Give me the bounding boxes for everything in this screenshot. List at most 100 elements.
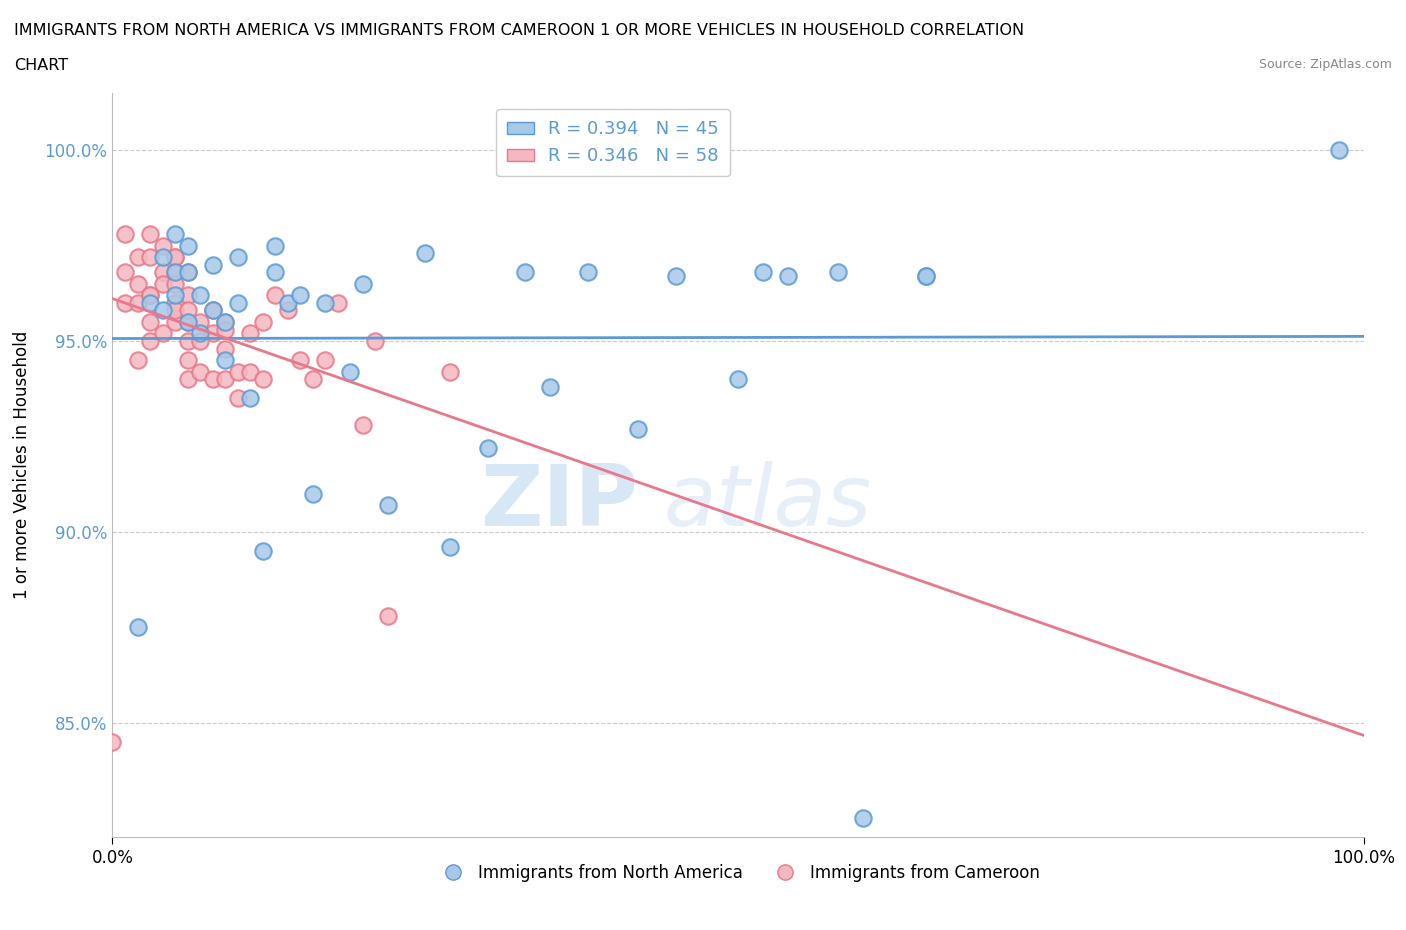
- Point: [139, 227, 162, 242]
- Point: [377, 608, 399, 623]
- Point: [139, 249, 162, 264]
- Point: [176, 287, 198, 302]
- Point: [152, 238, 174, 253]
- Point: [214, 341, 236, 356]
- Point: [163, 249, 186, 264]
- Point: [139, 334, 162, 349]
- Point: [152, 326, 174, 340]
- Text: ZIP: ZIP: [481, 460, 638, 544]
- Point: [214, 322, 236, 337]
- Point: [214, 314, 236, 329]
- Point: [176, 334, 198, 349]
- Point: [439, 539, 461, 554]
- Point: [201, 326, 224, 340]
- Point: [314, 352, 336, 367]
- Point: [163, 314, 186, 329]
- Point: [627, 421, 650, 436]
- Point: [752, 265, 775, 280]
- Point: [827, 265, 849, 280]
- Point: [176, 265, 198, 280]
- Point: [163, 287, 186, 302]
- Point: [727, 372, 749, 387]
- Point: [915, 269, 938, 284]
- Point: [201, 303, 224, 318]
- Point: [239, 326, 262, 340]
- Point: [339, 364, 361, 379]
- Point: [127, 296, 149, 311]
- Point: [176, 314, 198, 329]
- Point: [163, 249, 186, 264]
- Point: [664, 269, 686, 284]
- Point: [252, 314, 274, 329]
- Point: [226, 391, 249, 405]
- Point: [163, 276, 186, 291]
- Point: [139, 296, 162, 311]
- Point: [239, 364, 262, 379]
- Point: [101, 734, 124, 749]
- Point: [176, 303, 198, 318]
- Point: [477, 441, 499, 456]
- Point: [852, 810, 875, 825]
- Point: [915, 269, 938, 284]
- Point: [188, 314, 211, 329]
- Point: [439, 364, 461, 379]
- Point: [176, 314, 198, 329]
- Point: [352, 276, 374, 291]
- Point: [152, 265, 174, 280]
- Point: [377, 498, 399, 512]
- Y-axis label: 1 or more Vehicles in Household: 1 or more Vehicles in Household: [13, 331, 31, 599]
- Point: [364, 334, 387, 349]
- Point: [252, 543, 274, 558]
- Text: atlas: atlas: [664, 460, 872, 544]
- Point: [226, 249, 249, 264]
- Point: [352, 418, 374, 432]
- Point: [152, 276, 174, 291]
- Point: [214, 372, 236, 387]
- Point: [214, 352, 236, 367]
- Point: [201, 303, 224, 318]
- Point: [576, 265, 599, 280]
- Point: [214, 314, 236, 329]
- Point: [163, 296, 186, 311]
- Point: [176, 238, 198, 253]
- Point: [114, 227, 136, 242]
- Point: [290, 352, 312, 367]
- Point: [1327, 143, 1350, 158]
- Point: [139, 314, 162, 329]
- Point: [277, 303, 299, 318]
- Point: [114, 296, 136, 311]
- Point: [326, 296, 349, 311]
- Point: [127, 619, 149, 634]
- Point: [127, 276, 149, 291]
- Point: [264, 265, 287, 280]
- Point: [188, 334, 211, 349]
- Point: [163, 303, 186, 318]
- Legend: Immigrants from North America, Immigrants from Cameroon: Immigrants from North America, Immigrant…: [430, 857, 1046, 888]
- Point: [188, 326, 211, 340]
- Point: [264, 238, 287, 253]
- Point: [538, 379, 561, 394]
- Text: IMMIGRANTS FROM NORTH AMERICA VS IMMIGRANTS FROM CAMEROON 1 OR MORE VEHICLES IN : IMMIGRANTS FROM NORTH AMERICA VS IMMIGRA…: [14, 23, 1024, 38]
- Point: [163, 265, 186, 280]
- Point: [176, 265, 198, 280]
- Point: [139, 287, 162, 302]
- Point: [152, 249, 174, 264]
- Point: [201, 372, 224, 387]
- Point: [163, 227, 186, 242]
- Point: [152, 303, 174, 318]
- Point: [413, 246, 436, 260]
- Point: [139, 287, 162, 302]
- Point: [264, 287, 287, 302]
- Point: [114, 265, 136, 280]
- Point: [188, 364, 211, 379]
- Point: [515, 265, 537, 280]
- Point: [163, 265, 186, 280]
- Point: [226, 296, 249, 311]
- Point: [301, 486, 323, 501]
- Point: [301, 372, 323, 387]
- Point: [226, 364, 249, 379]
- Point: [127, 249, 149, 264]
- Point: [290, 287, 312, 302]
- Point: [201, 258, 224, 272]
- Point: [176, 352, 198, 367]
